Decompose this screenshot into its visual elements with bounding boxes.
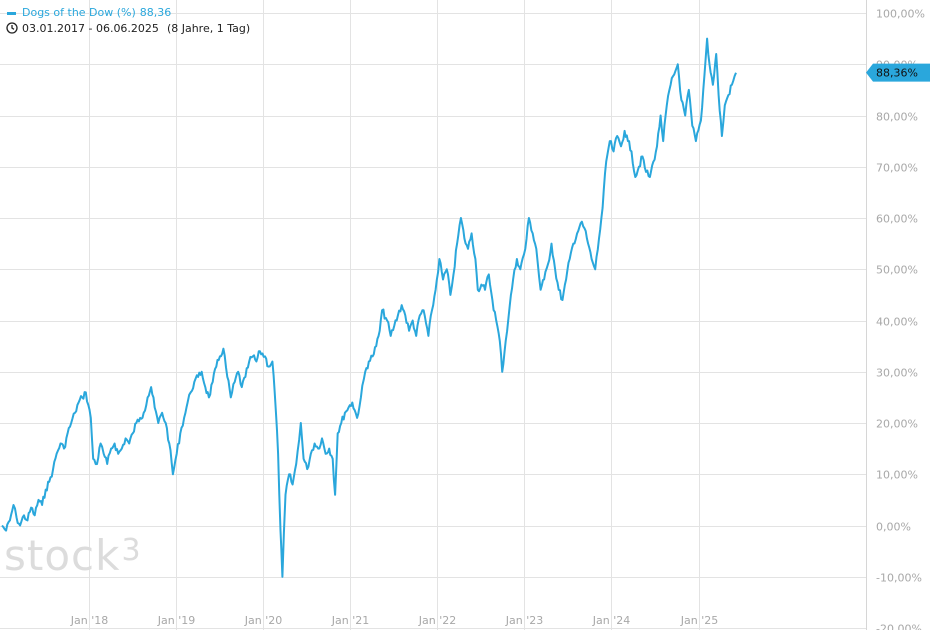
current-value-label: 88,36% bbox=[876, 67, 918, 80]
y-tick-label: 40,00% bbox=[876, 316, 918, 329]
y-tick-label: 10,00% bbox=[876, 469, 918, 482]
y-axis: 100,00%90,00%80,00%70,00%60,00%50,00%40,… bbox=[876, 8, 925, 630]
watermark-superscript: 3 bbox=[121, 533, 142, 568]
x-tick-label: Jan '23 bbox=[505, 614, 543, 627]
y-tick-label: 30,00% bbox=[876, 367, 918, 380]
x-tick-label: Jan '19 bbox=[157, 614, 195, 627]
date-range-text: 03.01.2017 - 06.06.2025 bbox=[22, 22, 159, 35]
legend-last-value: 88,36 bbox=[139, 6, 172, 19]
y-tick-label: 60,00% bbox=[876, 213, 918, 226]
x-tick-label: Jan '18 bbox=[70, 614, 108, 627]
y-tick-label: -20,00% bbox=[876, 623, 922, 630]
x-axis: Jan '18 Jan '19 Jan '20 Jan '21 Jan '22 Jan '… bbox=[70, 614, 718, 627]
clock-icon bbox=[6, 22, 18, 34]
series-layer bbox=[1, 37, 737, 578]
y-tick-label: 100,00% bbox=[876, 8, 925, 21]
date-range: 03.01.2017 - 06.06.2025 (8 Jahre, 1 Tag) bbox=[6, 21, 250, 37]
date-range-duration: (8 Jahre, 1 Tag) bbox=[166, 22, 251, 35]
y-tick-label: -10,00% bbox=[876, 572, 922, 585]
y-tick-label: 0,00% bbox=[876, 521, 911, 534]
x-tick-label: Jan '25 bbox=[680, 614, 718, 627]
grid bbox=[0, 0, 866, 630]
y-tick-label: 70,00% bbox=[876, 162, 918, 175]
watermark-text: stock bbox=[4, 531, 121, 580]
legend-swatch bbox=[7, 11, 16, 15]
legend-series-name: Dogs of the Dow (%) bbox=[22, 6, 136, 19]
legend: Dogs of the Dow (%) 88,36 bbox=[6, 5, 171, 21]
x-tick-label: Jan '24 bbox=[592, 614, 630, 627]
stock3-watermark: stock3 bbox=[4, 531, 142, 580]
series-line bbox=[1, 37, 737, 578]
y-tick-label: 80,00% bbox=[876, 111, 918, 124]
y-tick-label: 50,00% bbox=[876, 264, 918, 277]
y-tick-label: 20,00% bbox=[876, 418, 918, 431]
current-value-tag: 88,36% bbox=[866, 63, 930, 82]
current-value-badge bbox=[866, 63, 930, 82]
x-tick-label: Jan '21 bbox=[331, 614, 369, 627]
x-tick-label: Jan '22 bbox=[418, 614, 456, 627]
x-tick-label: Jan '20 bbox=[244, 614, 282, 627]
